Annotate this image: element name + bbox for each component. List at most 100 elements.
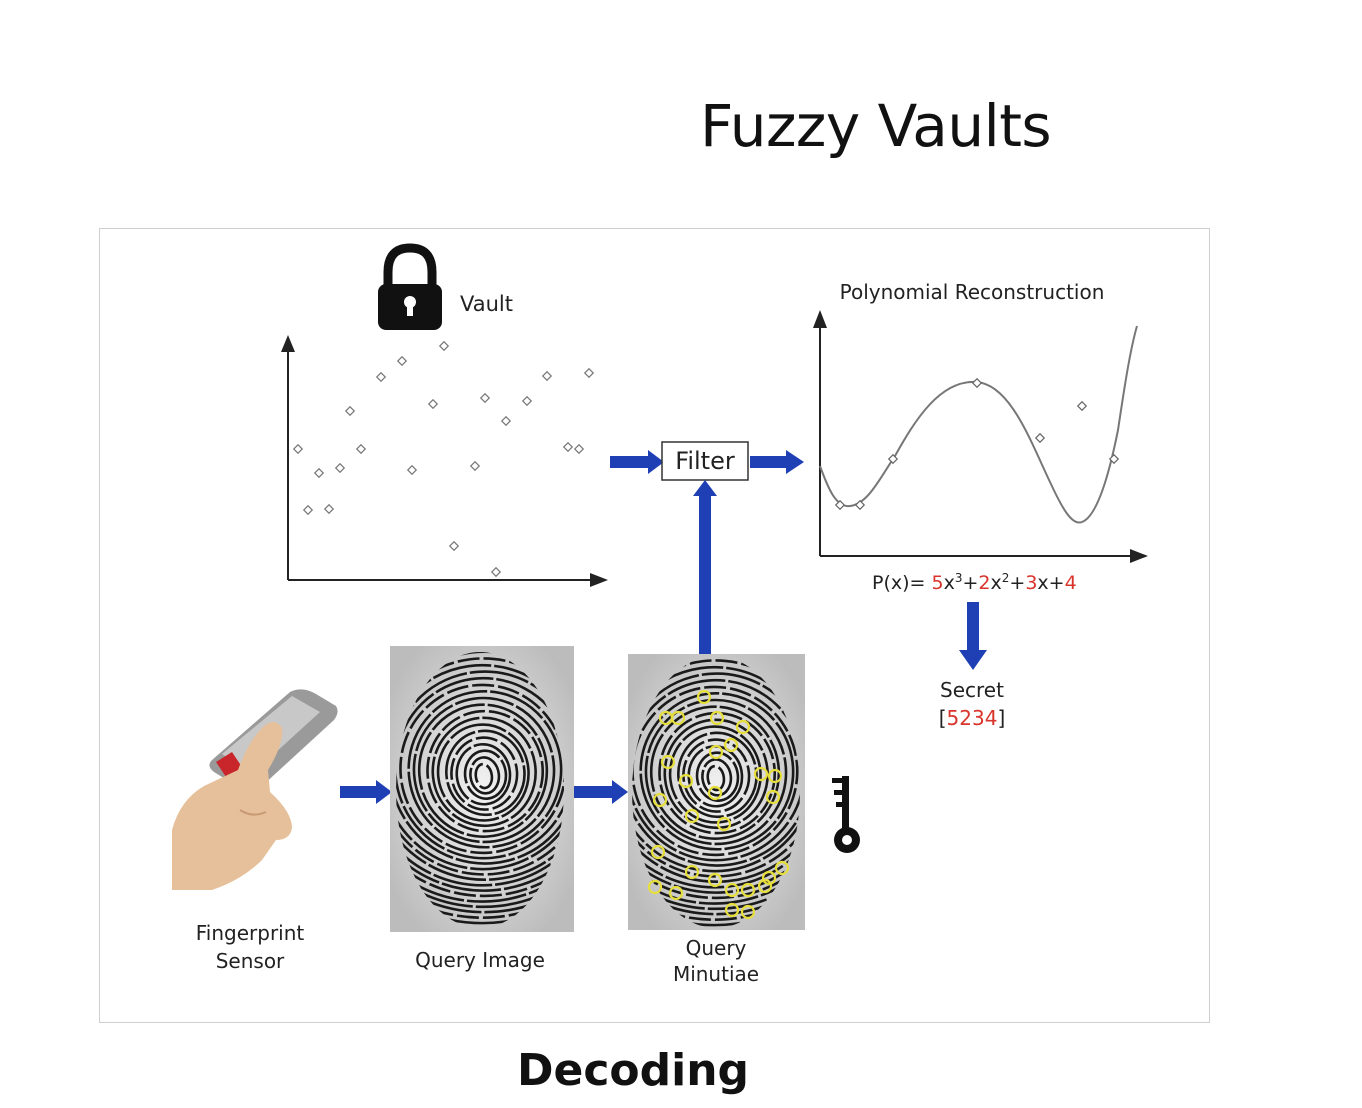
fingerprint-ridge: [632, 685, 799, 857]
vault-point: [313, 467, 325, 479]
polynomial-curve: [819, 325, 1138, 524]
fingerprint-ridge: [695, 751, 740, 802]
vault-point: [500, 415, 512, 427]
minutia-marker: [724, 882, 740, 898]
vault-point: [469, 460, 481, 472]
fingerprint-ridge: [632, 656, 800, 911]
fingerprint-ridge: [632, 672, 800, 867]
slide-title: Fuzzy Vaults: [700, 92, 1052, 160]
minutia-marker: [684, 808, 700, 824]
fingerprint-ridge: [644, 698, 788, 846]
fingerprint-ridge: [396, 652, 564, 909]
fingerprint-ridge: [682, 738, 751, 813]
minutia-marker: [707, 872, 723, 888]
polynomial-equation: P(x)= 5x3+2x2+3x+4: [872, 571, 1077, 594]
fingerprint-ridge: [632, 659, 800, 878]
fingerprint-ridge: [436, 723, 530, 822]
polynomial-term-5: x: [991, 572, 1002, 594]
query-image-label: Query Image: [415, 948, 545, 972]
minutia-marker: [757, 878, 773, 894]
minutia-marker: [652, 792, 668, 808]
minutia-marker: [740, 904, 756, 920]
arrow-to-secret: [959, 602, 987, 670]
fingerprint-ridge: [399, 683, 564, 855]
fingerprint-ridge: [396, 670, 564, 865]
fingerprint-ridge: [469, 756, 501, 795]
polynomial-term-7: +: [1009, 572, 1025, 594]
fingerprint-ridge: [396, 652, 564, 892]
query-minutiae-image: [628, 654, 805, 930]
key-icon: [832, 776, 860, 853]
vault-point: [583, 367, 595, 379]
padlock-icon: [378, 243, 442, 330]
polynomial-term-2: 3: [955, 571, 963, 585]
arrow-sensor-to-image: [340, 780, 392, 804]
minutia-marker: [670, 710, 686, 726]
arrow-minutiae-to-filter: [693, 480, 717, 656]
secret-value: [5234]: [939, 706, 1006, 730]
polynomial-term-8: 3: [1025, 572, 1037, 594]
polynomial-point: [1108, 453, 1120, 465]
vault-point: [344, 405, 356, 417]
polynomial-point: [854, 499, 866, 511]
polynomial-term-3: +: [962, 572, 978, 594]
minutia-marker: [678, 773, 694, 789]
fingerprint-ridge: [632, 656, 800, 884]
minutiae-label-line2: Minutiae: [673, 962, 759, 986]
vault-point: [427, 398, 439, 410]
fingerprint-ridge: [396, 652, 564, 919]
fingerprint-ridge: [632, 665, 800, 873]
polynomial-term-0: 5: [932, 572, 944, 594]
arrow-filter-to-polynomial: [750, 450, 804, 474]
minutia-marker: [707, 785, 723, 801]
secret-label: Secret: [940, 678, 1004, 702]
fingerprint-sensor-icon: [172, 689, 338, 890]
fingerprint-ridge: [396, 676, 564, 860]
fingerprint-ridge: [632, 656, 800, 921]
fingerprint-ridge: [639, 692, 795, 851]
filter-label: Filter: [675, 447, 735, 475]
minutia-marker: [708, 744, 724, 760]
vault-points: [292, 340, 595, 578]
fingerprint-ridge: [426, 709, 545, 833]
minutia-marker: [650, 844, 666, 860]
vault-plot-axes: [281, 335, 608, 587]
minutia-marker: [767, 768, 783, 784]
minutia-marker: [774, 860, 790, 876]
sensor-label-line2: Sensor: [216, 949, 285, 973]
minutia-marker: [761, 870, 777, 886]
polynomial-term-1: x: [944, 572, 955, 594]
figure-caption: Decoding: [516, 1045, 750, 1096]
fingerprint-ridge: [445, 729, 526, 817]
polynomial-point: [971, 377, 983, 389]
fingerprint-ridge: [412, 696, 556, 844]
sensor-label-line1: Fingerprint: [196, 921, 305, 945]
vault-point: [490, 566, 502, 578]
polynomial-point: [1076, 400, 1088, 412]
fingerprint-ridge: [706, 764, 726, 792]
vault-point: [375, 371, 387, 383]
fingerprint-ridge: [632, 656, 800, 894]
minutia-marker: [647, 879, 663, 895]
vault-point: [292, 443, 304, 455]
vault-point: [521, 395, 533, 407]
minutia-marker: [724, 902, 740, 918]
minutia-marker: [765, 789, 781, 805]
arrow-image-to-minutiae: [574, 780, 628, 804]
vault-point: [355, 443, 367, 455]
vault-point: [479, 392, 491, 404]
vault-point: [562, 441, 574, 453]
fingerprint-ridge: [450, 736, 519, 811]
polynomial-term-10: 4: [1065, 572, 1077, 594]
polynomial-title: Polynomial Reconstruction: [840, 280, 1105, 304]
minutia-marker: [668, 885, 684, 901]
secret-open-bracket: [: [939, 706, 947, 730]
polynomial-term-6: 2: [1002, 571, 1010, 585]
vault-point: [448, 540, 460, 552]
secret-close-bracket: ]: [997, 706, 1005, 730]
minutia-marker: [753, 766, 769, 782]
polynomial-point: [834, 499, 846, 511]
minutia-marker: [723, 737, 739, 753]
fingerprint-ridge: [649, 705, 781, 840]
